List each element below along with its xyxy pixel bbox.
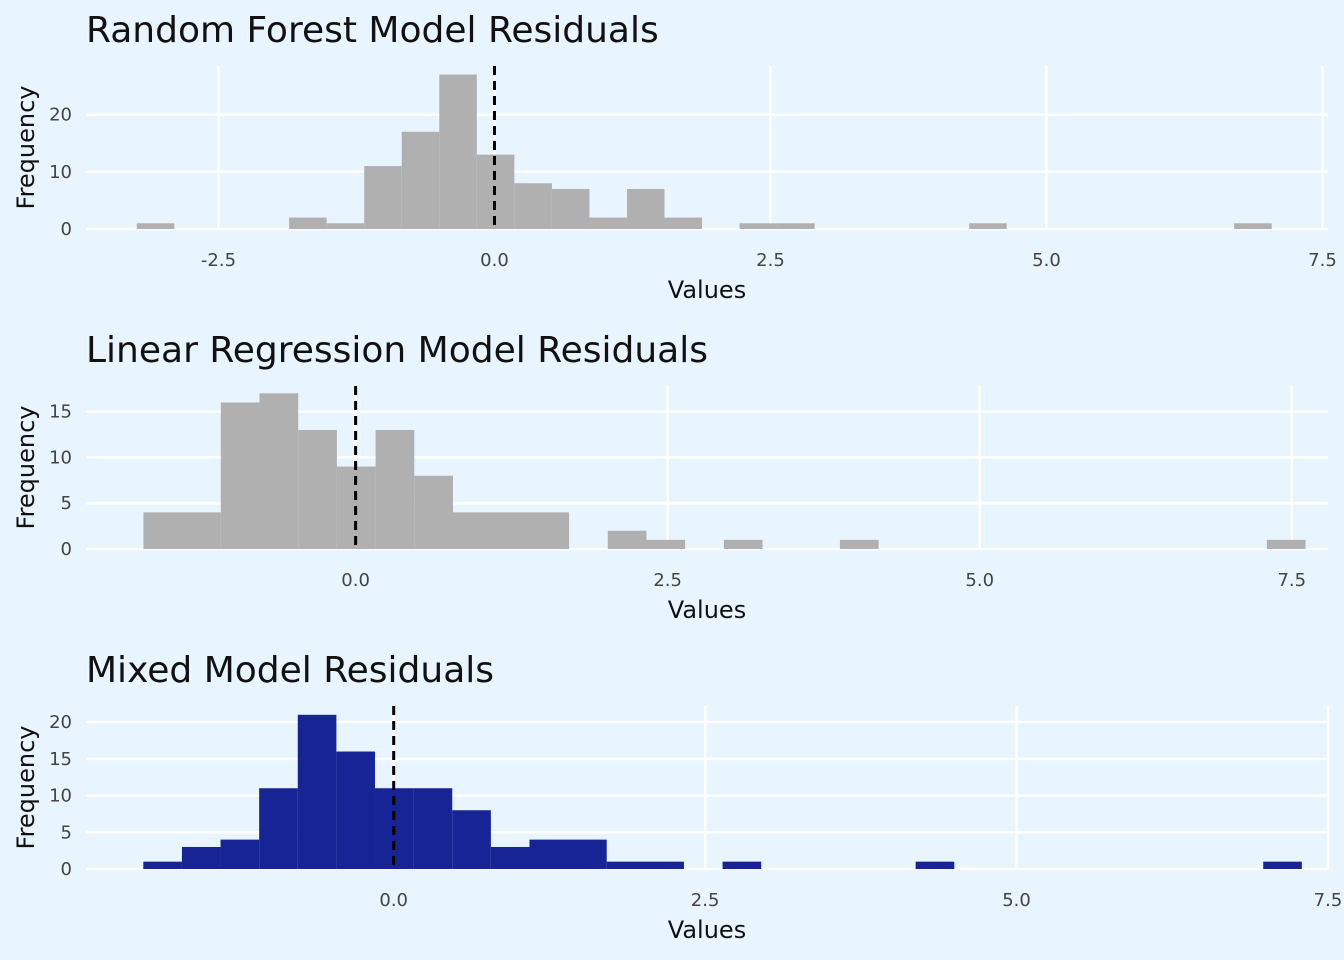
chart-2-bar-13 bbox=[915, 861, 955, 869]
mixed-model-panel: 0 5 10 15 20 0.0 2.5 5.0 7.5 Mixed Model Residual… bbox=[12, 650, 1342, 944]
chart-2-bar-11 bbox=[606, 861, 684, 869]
chart-0-ytick-label-1: 10 bbox=[49, 162, 72, 183]
chart-0-title: Random Forest Model Residuals bbox=[86, 10, 659, 51]
chart-0-bar-9 bbox=[589, 217, 627, 229]
chart-1-bar-11 bbox=[839, 539, 879, 549]
chart-2-title: Mixed Model Residuals bbox=[86, 650, 494, 691]
chart-1-bar-8 bbox=[607, 530, 647, 549]
chart-1-xtick-label-1: 2.5 bbox=[653, 570, 682, 591]
chart-2-bar-14 bbox=[1263, 861, 1302, 869]
chart-1-ytick-label-1: 5 bbox=[61, 493, 72, 514]
random-forest-panel: 0 10 20 -2.5 0.0 2.5 5.0 7.5 Random Forest Model… bbox=[12, 10, 1337, 304]
chart-0-bar-1 bbox=[289, 217, 327, 229]
chart-2-bar-1 bbox=[181, 846, 221, 869]
chart-1-bar-10 bbox=[723, 539, 763, 549]
chart-0-bar-8 bbox=[551, 188, 590, 229]
chart-2-xtick-label-0: 0.0 bbox=[379, 890, 408, 911]
chart-2-x-axis-title: Values bbox=[668, 916, 746, 944]
chart-0-xtick-label-1: 0.0 bbox=[480, 250, 509, 271]
chart-2-ytick-label-1: 5 bbox=[61, 822, 72, 843]
chart-1-y-axis-title: Frequency bbox=[12, 406, 40, 530]
chart-0-xtick-label-4: 7.5 bbox=[1308, 250, 1337, 271]
chart-1-bar-6 bbox=[414, 475, 453, 549]
chart-2-bar-4 bbox=[297, 714, 337, 869]
chart-1-ytick-label-2: 10 bbox=[49, 447, 72, 468]
chart-2-bar-12 bbox=[722, 861, 762, 869]
chart-1-xtick-label-2: 5.0 bbox=[965, 570, 994, 591]
chart-1-bar-7 bbox=[452, 512, 570, 549]
chart-1-bar-1 bbox=[220, 402, 260, 549]
chart-1-x-axis-title: Values bbox=[668, 596, 746, 624]
chart-0-ytick-label-0: 0 bbox=[61, 219, 72, 240]
chart-0-bar-7 bbox=[514, 183, 552, 229]
chart-0-bar-3 bbox=[364, 166, 402, 229]
chart-0-bar-14 bbox=[969, 223, 1007, 229]
chart-2-bar-3 bbox=[259, 788, 298, 869]
chart-2-bar-8 bbox=[452, 810, 491, 869]
chart-1-bar-5 bbox=[375, 429, 415, 549]
chart-1-title: Linear Regression Model Residuals bbox=[86, 330, 708, 371]
chart-2-bar-10 bbox=[529, 839, 607, 869]
chart-0-x-axis-title: Values bbox=[668, 276, 746, 304]
chart-2-ytick-label-0: 0 bbox=[61, 859, 72, 880]
linear-regression-panel: 0 5 10 15 0.0 2.5 5.0 7.5 Linear Regression Mode… bbox=[12, 330, 1328, 624]
chart-1-xtick-label-3: 7.5 bbox=[1277, 570, 1306, 591]
chart-0-bar-15 bbox=[1234, 223, 1272, 229]
chart-2-xtick-label-1: 2.5 bbox=[691, 890, 720, 911]
chart-2-ytick-label-2: 10 bbox=[49, 786, 72, 807]
chart-1-ytick-label-3: 15 bbox=[49, 402, 72, 423]
chart-2-xtick-label-2: 5.0 bbox=[1002, 890, 1031, 911]
chart-0-bar-4 bbox=[401, 131, 440, 229]
chart-0-y-axis-title: Frequency bbox=[12, 86, 40, 210]
chart-1-bar-0 bbox=[143, 512, 221, 549]
chart-1-bar-3 bbox=[298, 429, 337, 549]
chart-2-xtick-label-3: 7.5 bbox=[1314, 890, 1343, 911]
chart-2-bar-5 bbox=[336, 751, 376, 869]
chart-0-bar-12 bbox=[739, 223, 778, 229]
chart-1-bar-2 bbox=[259, 393, 299, 549]
chart-0-ytick-label-2: 20 bbox=[49, 105, 72, 126]
chart-2-bar-0 bbox=[143, 861, 182, 869]
chart-0-xtick-label-2: 2.5 bbox=[756, 250, 785, 271]
chart-1-ytick-label-0: 0 bbox=[61, 539, 72, 560]
chart-0-bar-2 bbox=[326, 223, 365, 229]
chart-0-bar-10 bbox=[626, 188, 665, 229]
chart-0-xtick-label-3: 5.0 bbox=[1032, 250, 1061, 271]
chart-2-ytick-label-3: 15 bbox=[49, 749, 72, 770]
chart-2-y-axis-title: Frequency bbox=[12, 726, 40, 850]
chart-2-bar-9 bbox=[490, 846, 530, 869]
chart-2-ytick-label-4: 20 bbox=[49, 712, 72, 733]
chart-2-bar-2 bbox=[220, 839, 260, 869]
chart-1-bar-12 bbox=[1266, 539, 1306, 549]
chart-1-bar-9 bbox=[646, 539, 686, 549]
chart-0-bar-11 bbox=[664, 217, 703, 229]
chart-0-xtick-label-0: -2.5 bbox=[201, 250, 236, 271]
chart-1-xtick-label-0: 0.0 bbox=[341, 570, 370, 591]
chart-2-bar-7 bbox=[413, 788, 453, 869]
chart-0-bar-13 bbox=[777, 223, 815, 229]
chart-0-bar-0 bbox=[136, 223, 175, 229]
chart-0-bar-5 bbox=[439, 74, 477, 229]
